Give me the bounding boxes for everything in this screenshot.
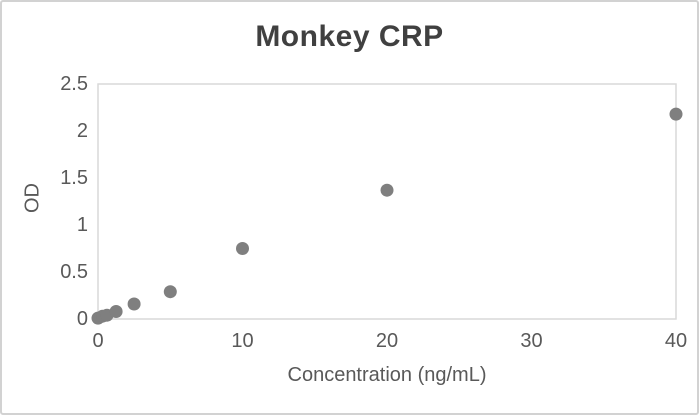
points-layer xyxy=(91,107,683,325)
y-tick-label: 1 xyxy=(76,213,88,236)
data-point xyxy=(109,305,123,318)
chart-title: Monkey CRP xyxy=(255,20,444,53)
plot-area xyxy=(97,83,677,320)
y-tick-label: 1.5 xyxy=(60,166,88,189)
y-tick-label: 0 xyxy=(76,307,88,330)
y-tick-label: 2.5 xyxy=(60,72,88,95)
x-tick-label: 30 xyxy=(520,330,543,352)
x-tick-label: 20 xyxy=(375,330,399,352)
data-point xyxy=(236,242,249,255)
x-axis-title: Concentration (ng/mL) xyxy=(287,364,487,386)
x-tick-label: 0 xyxy=(92,330,104,352)
data-point xyxy=(163,285,177,299)
x-tick-label: 10 xyxy=(231,330,254,352)
y-tick-label: 2 xyxy=(76,119,88,142)
data-point xyxy=(127,297,141,311)
y-tick-label: 0.5 xyxy=(60,260,88,283)
x-tick-label: 40 xyxy=(664,330,688,352)
y-axis-title: OD xyxy=(21,183,44,213)
data-point xyxy=(380,183,394,197)
data-point xyxy=(669,107,683,121)
